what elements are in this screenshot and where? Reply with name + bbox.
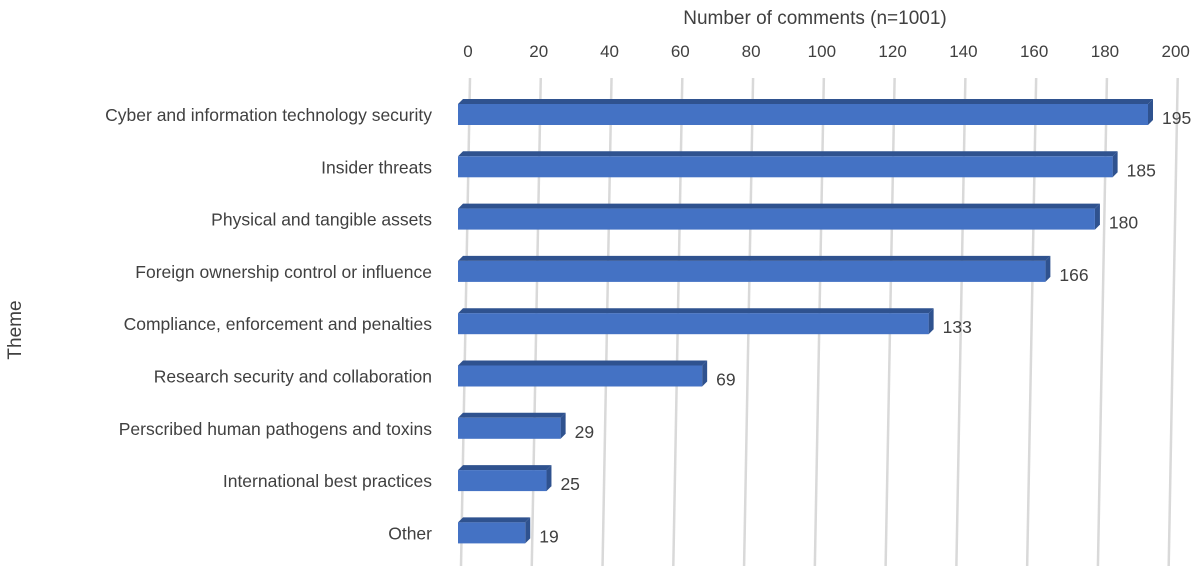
bar-top-face: [458, 151, 1118, 157]
bar-front-face: [458, 417, 561, 439]
category-label: Research security and collaboration: [154, 367, 432, 387]
bar-side-face: [928, 308, 934, 335]
x-tick-label: 80: [742, 42, 761, 61]
y-axis-title: Theme: [5, 300, 26, 359]
bar: [458, 255, 1051, 282]
x-tick-label: 200: [1162, 42, 1190, 61]
bar-side-face: [525, 517, 531, 544]
bar: [458, 151, 1118, 178]
x-tick-label: 60: [671, 42, 690, 61]
category-label: Physical and tangible assets: [211, 210, 432, 230]
data-label: 185: [1127, 160, 1156, 180]
x-tick-label: 160: [1020, 42, 1048, 61]
x-tick-label: 100: [808, 42, 836, 61]
bar-top-face: [458, 203, 1100, 209]
bar: [458, 203, 1100, 230]
bar: [458, 517, 531, 544]
bar-front-face: [458, 260, 1046, 282]
gridline: [1167, 77, 1179, 567]
category-label: Insider threats: [321, 157, 432, 177]
bar-front-face: [458, 156, 1113, 178]
bar-top-face: [458, 360, 708, 366]
category-label: Cyber and information technology securit…: [105, 105, 432, 125]
bars: [458, 99, 1153, 544]
x-tick-label: 0: [463, 42, 472, 61]
x-tick-label: 140: [949, 42, 977, 61]
data-labels: 195 185 180 166 133 69 29 25 19: [539, 108, 1191, 546]
data-label: 25: [560, 474, 579, 494]
bar-side-face: [560, 412, 566, 439]
bar-front-face: [458, 470, 547, 492]
x-tick-label: 20: [529, 42, 548, 61]
category-label: Other: [388, 523, 432, 543]
x-tick-label: 180: [1091, 42, 1119, 61]
x-tick-labels: 0 20 40 60 80 100 120 140 160 180 200: [463, 42, 1190, 61]
bar-top-face: [458, 255, 1051, 261]
bar-front-face: [458, 313, 929, 335]
bar-side-face: [702, 360, 708, 387]
data-label: 166: [1059, 265, 1088, 285]
category-labels: Cyber and information technology securit…: [105, 105, 432, 543]
data-label: 195: [1162, 108, 1191, 128]
x-axis-title: Number of comments (n=1001): [683, 8, 946, 29]
category-label: International best practices: [223, 471, 432, 491]
data-label: 180: [1109, 213, 1138, 233]
bar-side-face: [1148, 99, 1153, 125]
bar: [458, 412, 566, 439]
data-label: 19: [539, 526, 558, 546]
bar: [458, 465, 552, 492]
category-label: Perscribed human pathogens and toxins: [119, 419, 433, 439]
bar-top-face: [458, 99, 1153, 104]
data-label: 29: [575, 422, 594, 442]
bar-top-face: [458, 517, 531, 523]
bar-top-face: [458, 308, 934, 314]
bar-side-face: [1112, 151, 1118, 178]
bar: [458, 308, 934, 335]
bar-side-face: [1094, 203, 1100, 230]
bar-top-face: [458, 465, 552, 471]
bar-top-face: [458, 412, 566, 418]
gridline: [1096, 77, 1109, 567]
data-label: 133: [943, 317, 972, 337]
bar-front-face: [458, 522, 526, 544]
x-tick-label: 120: [878, 42, 906, 61]
category-label: Foreign ownership control or influence: [135, 262, 432, 282]
bar-front-face: [458, 365, 703, 387]
bar: [458, 99, 1153, 125]
x-tick-label: 40: [600, 42, 619, 61]
gridline: [1025, 77, 1038, 567]
bar: [458, 360, 708, 387]
bar-side-face: [1045, 255, 1051, 282]
data-label: 69: [716, 370, 735, 390]
bar-front-face: [458, 104, 1148, 125]
bar-front-face: [458, 208, 1095, 230]
category-label: Compliance, enforcement and penalties: [124, 314, 433, 334]
bar-side-face: [546, 465, 552, 492]
